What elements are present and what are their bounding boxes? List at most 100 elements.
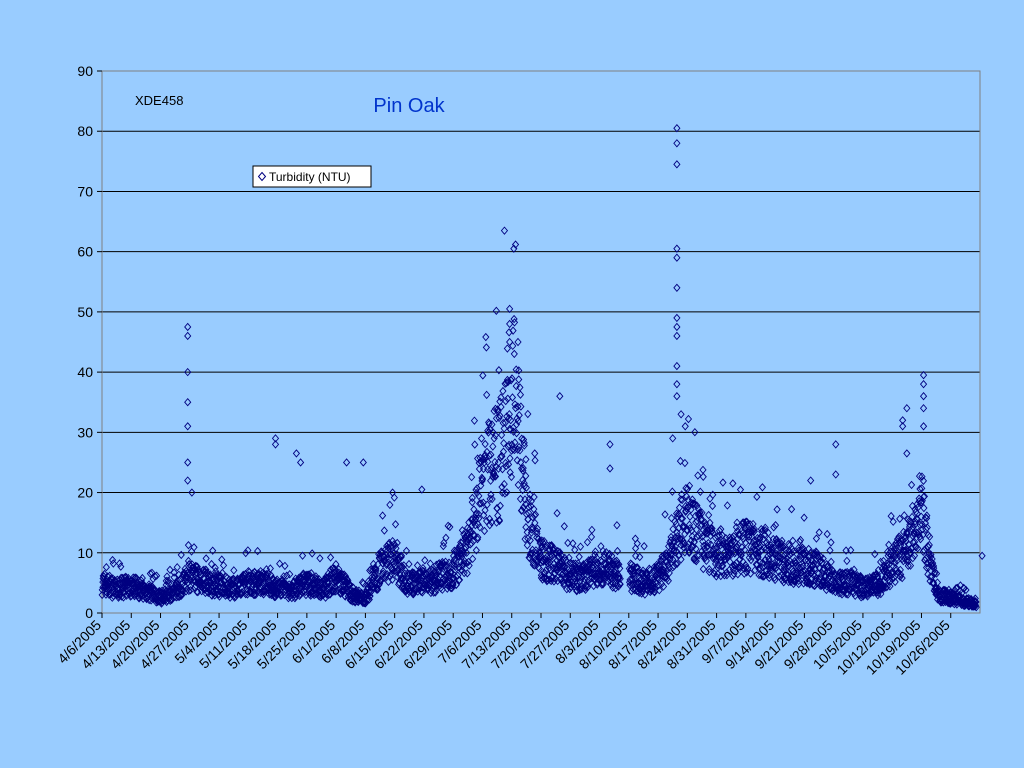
data-point <box>678 514 687 523</box>
data-point <box>512 365 520 374</box>
data-point <box>784 558 792 567</box>
data-point <box>720 571 729 580</box>
data-point <box>232 586 241 595</box>
data-point <box>690 537 698 547</box>
data-point <box>525 502 533 512</box>
data-point <box>732 543 741 552</box>
data-point <box>507 416 515 425</box>
data-point <box>699 564 707 574</box>
data-point <box>689 542 697 551</box>
data-point <box>502 396 510 406</box>
data-point <box>673 512 682 521</box>
data-point <box>536 549 544 558</box>
data-point <box>182 571 191 580</box>
data-point <box>510 318 519 327</box>
data-point <box>384 543 392 552</box>
data-point <box>533 533 541 542</box>
data-point <box>454 552 463 561</box>
data-point <box>677 495 685 504</box>
data-point <box>584 582 592 592</box>
data-point <box>494 458 503 467</box>
data-point <box>151 572 159 581</box>
data-point <box>407 581 415 590</box>
data-point <box>498 430 506 440</box>
data-point <box>286 570 294 579</box>
data-point <box>893 553 901 563</box>
data-point <box>417 575 425 584</box>
data-point <box>673 392 681 401</box>
data-point <box>326 553 335 562</box>
data-point <box>516 383 524 392</box>
data-point <box>486 425 494 434</box>
data-point <box>501 489 509 498</box>
data-point <box>510 244 518 253</box>
data-point <box>673 253 681 262</box>
data-point <box>671 517 679 526</box>
data-point <box>691 499 699 509</box>
data-point <box>514 337 522 347</box>
data-point <box>324 579 332 589</box>
data-point <box>744 564 752 573</box>
data-point <box>826 546 834 555</box>
data-point <box>342 458 351 467</box>
data-point <box>250 590 258 600</box>
data-point <box>598 578 607 587</box>
data-point <box>175 592 183 602</box>
data-point <box>761 523 769 532</box>
data-point <box>267 571 275 580</box>
data-point <box>742 563 750 573</box>
data-point <box>907 480 916 490</box>
data-point <box>516 446 524 455</box>
data-point <box>903 529 911 539</box>
data-point <box>298 587 306 597</box>
data-point <box>358 594 366 604</box>
data-point <box>703 551 711 560</box>
data-point <box>392 556 400 565</box>
data-point <box>499 386 507 396</box>
data-point <box>908 512 916 522</box>
data-point <box>335 580 343 589</box>
data-point <box>492 306 500 316</box>
data-point <box>238 588 246 597</box>
data-point <box>482 332 490 342</box>
data-point <box>932 569 941 578</box>
data-point <box>515 411 523 420</box>
data-point <box>490 469 498 478</box>
data-point <box>508 374 516 383</box>
data-point <box>184 367 192 377</box>
data-point <box>186 582 194 591</box>
data-point <box>207 587 215 596</box>
data-point <box>707 540 715 549</box>
data-point <box>487 476 495 485</box>
data-point <box>903 527 911 537</box>
data-point <box>393 538 401 548</box>
data-point <box>686 512 694 521</box>
data-point <box>218 568 226 578</box>
data-point <box>705 510 713 520</box>
data-point <box>673 322 681 332</box>
data-point <box>887 511 895 521</box>
data-point <box>922 563 931 572</box>
data-point <box>550 559 558 568</box>
data-point <box>747 555 755 565</box>
data-point <box>538 575 547 584</box>
data-point <box>331 582 339 591</box>
data-point <box>332 587 340 596</box>
data-point <box>718 561 726 571</box>
data-point <box>899 416 907 425</box>
data-point <box>610 567 618 576</box>
data-point <box>702 556 710 566</box>
data-point <box>475 458 483 468</box>
data-point <box>673 559 681 568</box>
data-point <box>735 562 743 572</box>
data-point <box>359 458 367 467</box>
data-point <box>751 565 759 575</box>
data-point <box>900 546 908 555</box>
legend: Turbidity (NTU) <box>252 165 372 188</box>
data-point <box>476 523 484 532</box>
data-point <box>488 494 496 504</box>
data-point <box>242 548 250 558</box>
data-point <box>763 538 771 547</box>
data-point <box>903 404 911 413</box>
data-point <box>487 490 495 499</box>
